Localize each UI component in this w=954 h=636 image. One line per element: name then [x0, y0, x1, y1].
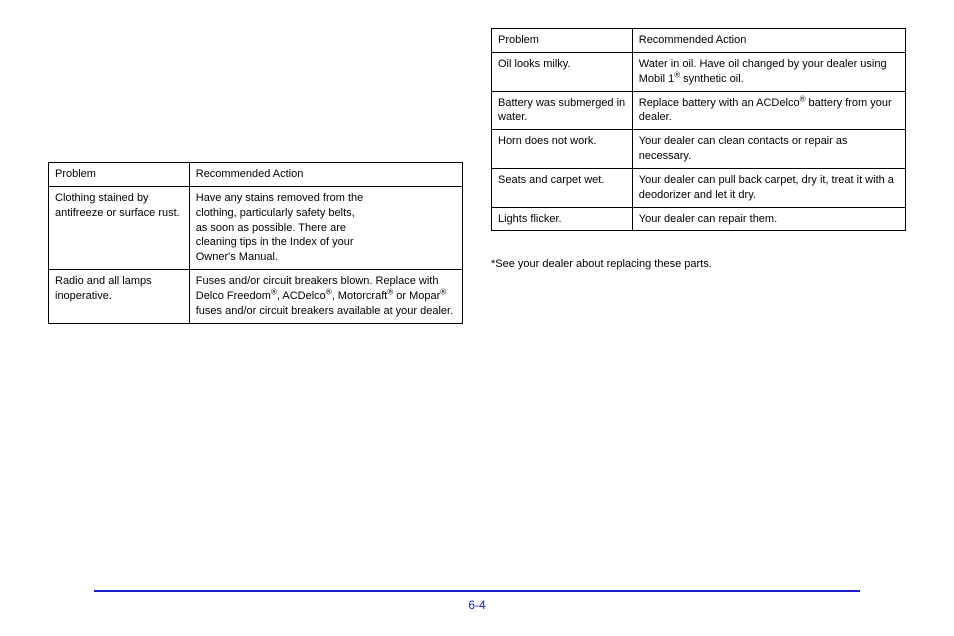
table-row: Seats and carpet wet.Your dealer can pul… — [492, 168, 906, 207]
page-footer: 6-4 — [0, 590, 954, 612]
footnote: *See your dealer about replacing these p… — [491, 257, 906, 272]
left-problem-table: Problem Recommended Action Clothing stai… — [48, 162, 463, 324]
page-number: 6-4 — [0, 598, 954, 612]
problem-cell: Clothing stained by antifreeze or surfac… — [49, 186, 190, 269]
action-cell: Your dealer can pull back carpet, dry it… — [632, 168, 905, 207]
problem-cell: Horn does not work. — [492, 130, 633, 169]
footer-rule — [94, 590, 860, 592]
problem-cell: Radio and all lamps inoperative. — [49, 270, 190, 324]
problem-cell: Seats and carpet wet. — [492, 168, 633, 207]
left-header-action: Recommended Action — [189, 163, 462, 187]
table-row: Lights flicker.Your dealer can repair th… — [492, 207, 906, 231]
action-cell: Replace battery with an ACDelco® battery… — [632, 91, 905, 130]
right-header-action: Recommended Action — [632, 29, 905, 53]
right-problem-table: Problem Recommended Action Oil looks mil… — [491, 28, 906, 231]
table-row: Radio and all lamps inoperative.Fuses an… — [49, 270, 463, 324]
action-cell: Your dealer can repair them. — [632, 207, 905, 231]
action-cell: Your dealer can clean contacts or repair… — [632, 130, 905, 169]
problem-cell: Oil looks milky. — [492, 52, 633, 91]
table-row: Horn does not work.Your dealer can clean… — [492, 130, 906, 169]
problem-cell: Battery was submerged in water. — [492, 91, 633, 130]
action-cell: Water in oil. Have oil changed by your d… — [632, 52, 905, 91]
action-cell: Fuses and/or circuit breakers blown. Rep… — [189, 270, 462, 324]
left-header-problem: Problem — [49, 163, 190, 187]
problem-cell: Lights flicker. — [492, 207, 633, 231]
table-row: Oil looks milky.Water in oil. Have oil c… — [492, 52, 906, 91]
table-row: Clothing stained by antifreeze or surfac… — [49, 186, 463, 269]
table-row: Battery was submerged in water.Replace b… — [492, 91, 906, 130]
right-header-problem: Problem — [492, 29, 633, 53]
action-cell: Have any stains removed from theclothing… — [189, 186, 462, 269]
